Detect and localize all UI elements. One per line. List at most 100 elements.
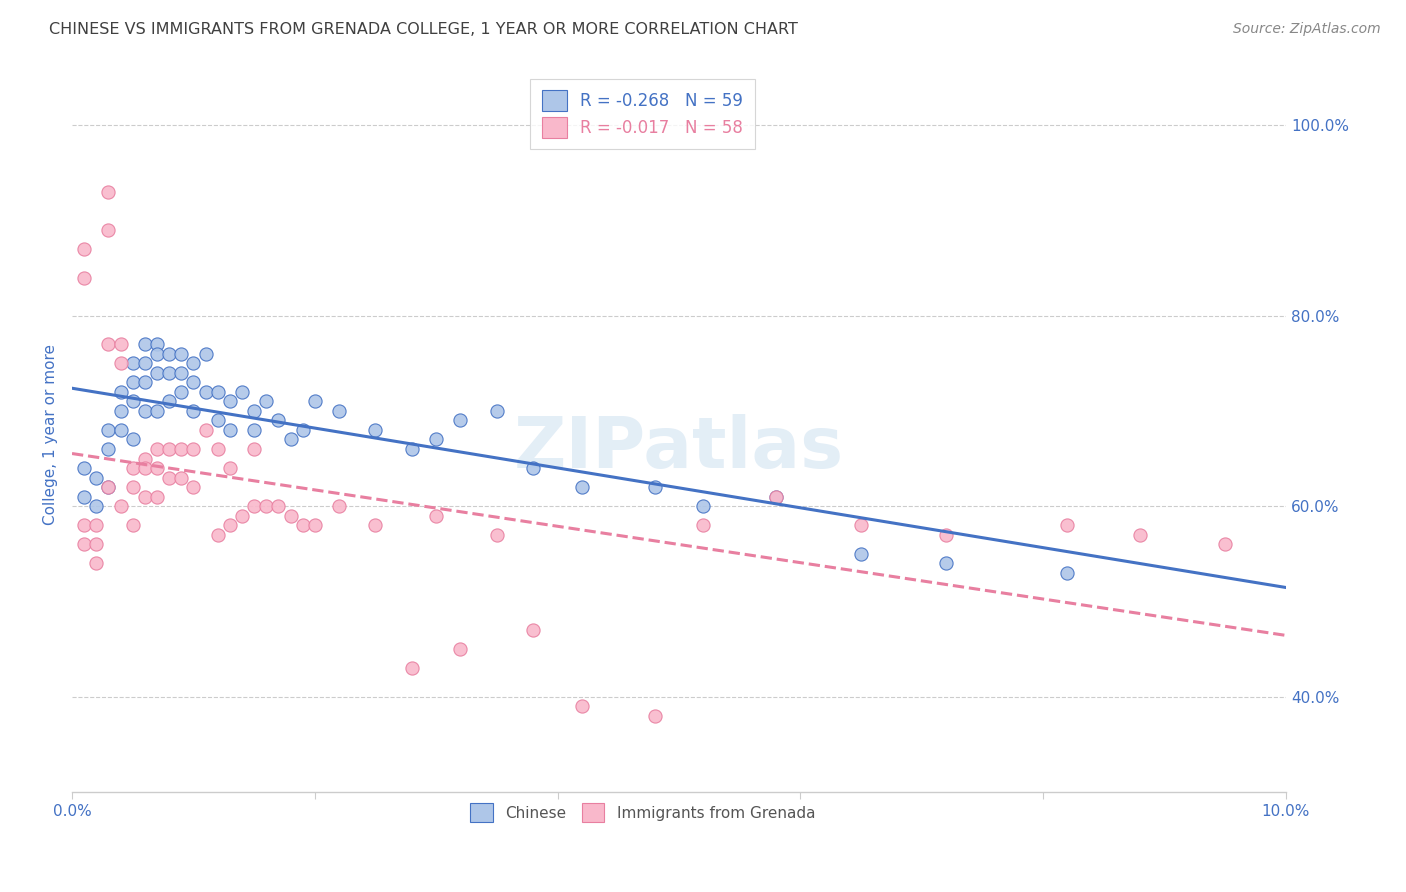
Point [692, 518, 714, 533]
Point [207, 413, 229, 427]
Point [207, 527, 229, 541]
Point [218, 518, 240, 533]
Point [146, 366, 169, 380]
Point [170, 384, 193, 399]
Point [97, 480, 120, 494]
Point [73, 270, 96, 285]
Point [121, 356, 143, 370]
Point [231, 508, 253, 523]
Point [110, 356, 132, 370]
Point [450, 413, 472, 427]
Point [121, 433, 143, 447]
Point [97, 442, 120, 456]
Point [218, 394, 240, 409]
Point [692, 499, 714, 513]
Point [1056, 566, 1078, 580]
Point [425, 433, 447, 447]
Point [291, 423, 314, 437]
Point [170, 366, 193, 380]
Point [765, 490, 787, 504]
Point [170, 442, 193, 456]
Point [218, 461, 240, 475]
Point [73, 242, 96, 256]
Point [183, 356, 205, 370]
Point [110, 499, 132, 513]
Point [97, 223, 120, 237]
Point [84, 518, 107, 533]
Point [134, 404, 156, 418]
Point [207, 384, 229, 399]
Point [73, 518, 96, 533]
Point [935, 527, 957, 541]
Point [134, 376, 156, 390]
Point [110, 384, 132, 399]
Point [935, 557, 957, 571]
Point [134, 461, 156, 475]
Point [1213, 537, 1236, 551]
Point [134, 490, 156, 504]
Point [267, 499, 290, 513]
Point [157, 470, 180, 484]
Point [110, 337, 132, 351]
Point [110, 404, 132, 418]
Point [121, 518, 143, 533]
Point [485, 404, 508, 418]
Point [644, 480, 666, 494]
Point [218, 423, 240, 437]
Point [328, 499, 350, 513]
Point [121, 480, 143, 494]
Point [134, 337, 156, 351]
Point [146, 347, 169, 361]
Point [157, 394, 180, 409]
Point [450, 642, 472, 657]
Point [146, 404, 169, 418]
Point [134, 451, 156, 466]
Point [194, 347, 217, 361]
Point [401, 442, 423, 456]
Point [97, 337, 120, 351]
Point [571, 480, 593, 494]
Point [73, 461, 96, 475]
Point [84, 557, 107, 571]
Point [485, 527, 508, 541]
Point [207, 442, 229, 456]
Point [644, 708, 666, 723]
Point [183, 404, 205, 418]
Point [157, 442, 180, 456]
Point [183, 442, 205, 456]
Point [121, 394, 143, 409]
Point [328, 404, 350, 418]
Point [1129, 527, 1152, 541]
Point [194, 384, 217, 399]
Point [157, 347, 180, 361]
Point [97, 423, 120, 437]
Point [84, 499, 107, 513]
Point [571, 699, 593, 714]
Point [522, 623, 544, 637]
Legend: Chinese, Immigrants from Grenada: Chinese, Immigrants from Grenada [458, 791, 827, 834]
Point [97, 480, 120, 494]
Point [243, 499, 266, 513]
Point [231, 384, 253, 399]
Point [254, 499, 277, 513]
Point [170, 470, 193, 484]
Point [134, 356, 156, 370]
Text: ZIPatlas: ZIPatlas [515, 415, 844, 483]
Point [1056, 518, 1078, 533]
Point [146, 337, 169, 351]
Text: Source: ZipAtlas.com: Source: ZipAtlas.com [1233, 22, 1381, 37]
Point [146, 442, 169, 456]
Point [110, 423, 132, 437]
Point [121, 461, 143, 475]
Point [97, 185, 120, 199]
Point [84, 537, 107, 551]
Point [304, 394, 326, 409]
Point [304, 518, 326, 533]
Point [146, 490, 169, 504]
Point [849, 547, 872, 561]
Point [425, 508, 447, 523]
Point [280, 433, 302, 447]
Point [183, 376, 205, 390]
Point [765, 490, 787, 504]
Point [121, 376, 143, 390]
